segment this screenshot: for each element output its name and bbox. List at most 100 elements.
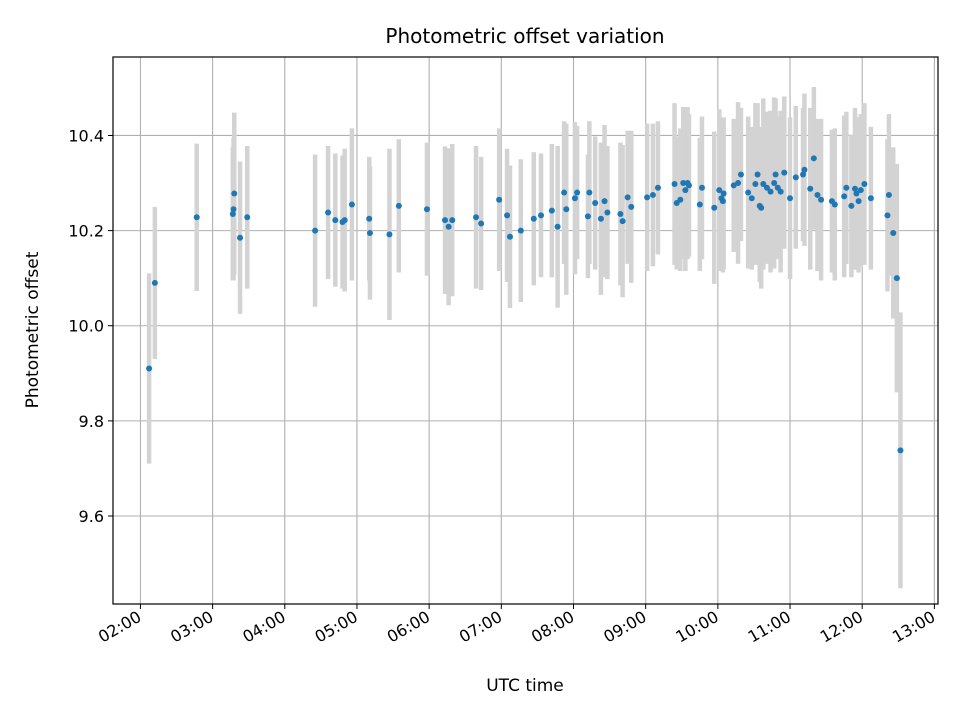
data-point: [473, 214, 480, 221]
data-point: [685, 182, 692, 189]
x-tick-label: 10:00: [672, 607, 721, 647]
data-point: [193, 214, 200, 221]
data-point: [857, 187, 864, 194]
data-point: [752, 180, 759, 187]
data-point: [146, 365, 153, 372]
data-point: [831, 201, 838, 208]
x-tick-label: 04:00: [239, 607, 288, 647]
y-tick-label: 9.6: [79, 507, 104, 526]
data-point: [445, 223, 452, 230]
y-tick-label: 10.0: [68, 317, 104, 336]
data-point: [478, 220, 485, 227]
data-point: [624, 194, 631, 201]
x-tick-label: 03:00: [167, 607, 216, 647]
data-point: [442, 217, 449, 224]
data-point: [754, 171, 761, 178]
data-point: [867, 195, 874, 202]
data-point: [745, 189, 752, 196]
data-point: [748, 195, 755, 202]
data-point: [649, 191, 656, 198]
data-point: [325, 209, 332, 216]
data-point: [151, 279, 158, 286]
data-point: [530, 215, 537, 222]
data-point: [758, 204, 765, 211]
data-point: [601, 198, 608, 205]
x-tick-label: 12:00: [817, 607, 866, 647]
data-point: [597, 215, 604, 222]
x-tick-label: 05:00: [312, 607, 361, 647]
x-tick-label: 11:00: [745, 607, 794, 647]
data-point: [677, 196, 684, 203]
data-point: [395, 202, 402, 209]
data-point: [781, 169, 788, 176]
y-ticks: 9.6 9.8 10.0 10.2 10.4: [68, 126, 113, 526]
data-point: [763, 184, 770, 191]
data-point: [504, 212, 511, 219]
data-point: [760, 180, 767, 187]
data-point: [772, 171, 779, 178]
data-point: [654, 184, 661, 191]
data-point: [800, 171, 807, 178]
data-point: [561, 189, 568, 196]
data-point: [787, 195, 794, 202]
data-point: [671, 180, 678, 187]
data-point: [851, 185, 858, 192]
data-point: [229, 210, 236, 217]
x-tick-label: 07:00: [456, 607, 505, 647]
data-point: [682, 187, 689, 194]
data-point: [644, 194, 651, 201]
data-point: [619, 218, 626, 225]
data-point: [711, 204, 718, 211]
data-point: [386, 231, 393, 238]
data-point: [548, 207, 555, 214]
data-point: [517, 227, 524, 234]
data-point: [366, 229, 373, 236]
data-point: [231, 190, 238, 197]
data-point: [496, 196, 503, 203]
data-point: [890, 229, 897, 236]
data-point: [563, 206, 570, 213]
data-point: [586, 189, 593, 196]
plot-area: [113, 57, 938, 604]
data-point: [737, 171, 744, 178]
data-point: [341, 217, 348, 224]
data-point: [897, 447, 904, 454]
data-point: [855, 198, 862, 205]
data-point: [332, 217, 339, 224]
y-tick-label: 9.8: [79, 412, 104, 431]
x-tick-label: 08:00: [528, 607, 577, 647]
y-axis-title: Photometric offset: [23, 251, 43, 408]
x-tick-label: 09:00: [600, 607, 649, 647]
data-points: [146, 155, 904, 454]
x-tick-label: 06:00: [384, 607, 433, 647]
data-point: [801, 166, 808, 173]
data-point: [617, 210, 624, 217]
data-point: [810, 155, 817, 162]
data-point: [792, 174, 799, 181]
data-point: [571, 195, 578, 202]
data-point: [893, 275, 900, 282]
data-point: [767, 188, 774, 195]
data-point: [312, 227, 319, 234]
y-tick-label: 10.2: [68, 222, 104, 241]
data-point: [574, 189, 581, 196]
data-point: [735, 180, 742, 187]
data-point: [777, 188, 784, 195]
data-point: [720, 190, 727, 197]
data-point: [506, 233, 513, 240]
data-point: [807, 185, 814, 192]
data-point: [698, 184, 705, 191]
data-point: [237, 234, 244, 241]
data-point: [853, 190, 860, 197]
data-point: [628, 203, 635, 210]
data-point: [848, 202, 855, 209]
data-point: [592, 200, 599, 207]
x-axis-title: UTC time: [486, 676, 564, 696]
data-point: [449, 217, 456, 224]
data-point: [841, 193, 848, 200]
data-point: [861, 180, 868, 187]
data-point: [719, 198, 726, 205]
y-tick-label: 10.4: [68, 126, 104, 145]
x-tick-label: 02:00: [95, 607, 144, 647]
